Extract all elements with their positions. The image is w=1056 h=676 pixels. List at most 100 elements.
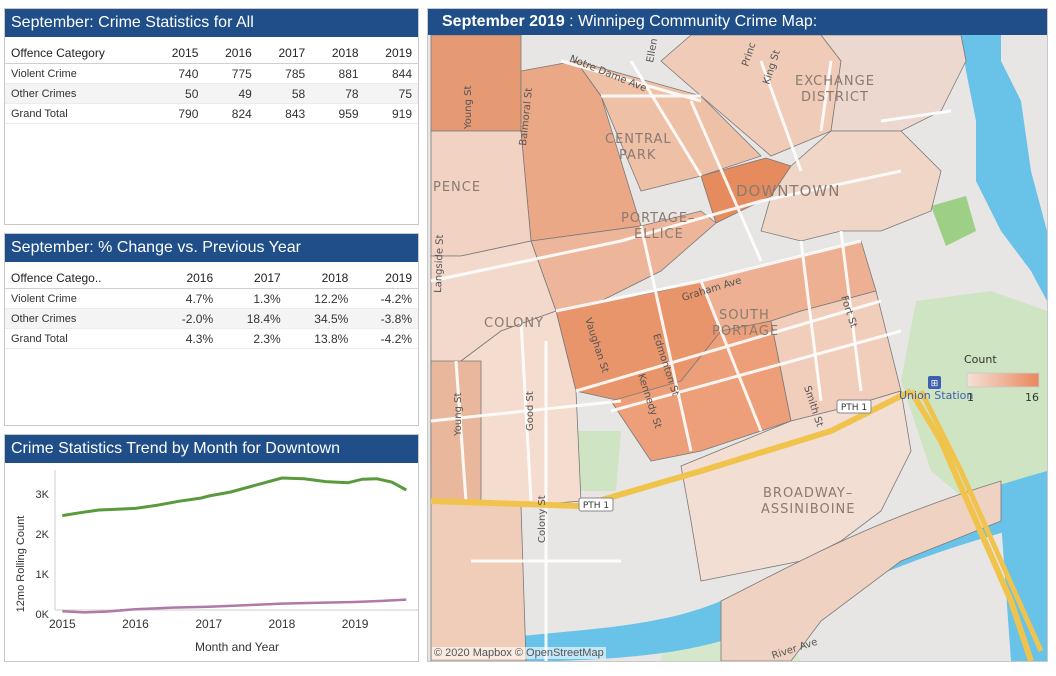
crime-map-title: September 2019 : Winnipeg Community Crim… <box>428 9 1047 35</box>
trend-panel: Crime Statistics Trend by Month for Down… <box>4 434 419 662</box>
neighbourhood-label: ELLICE <box>634 227 684 242</box>
table-cell: 824 <box>204 103 258 124</box>
neighbourhood-label: COLONY <box>484 316 544 331</box>
crime-stats-title: September: Crime Statistics for All <box>5 9 418 37</box>
percent-change-table: Offence Catego.. 2016 2017 2018 2019 Vio… <box>5 268 418 349</box>
table-cell: 785 <box>257 63 312 84</box>
neighbourhood-label: DOWNTOWN <box>736 182 840 200</box>
region-exchange-east <box>820 35 967 132</box>
region-young-st <box>430 35 522 132</box>
column-header: 2017 <box>219 268 287 289</box>
neighbourhood-label: CENTRAL <box>605 132 672 147</box>
park-area <box>931 196 976 246</box>
table-cell: 75 <box>364 83 418 104</box>
column-header: 2018 <box>286 268 355 289</box>
x-tick-label: 2016 <box>122 617 149 631</box>
table-row[interactable]: Violent Crime 740 775 785 881 844 <box>5 63 418 84</box>
region-broadway <box>680 390 912 582</box>
river <box>961 35 1047 301</box>
table-cell: 740 <box>151 63 205 84</box>
street-label: Colony St <box>537 495 548 543</box>
table-cell: 844 <box>364 63 418 84</box>
street-label: Ellen <box>645 38 660 64</box>
street-label: Young St <box>463 86 474 130</box>
column-header: 2017 <box>257 43 312 64</box>
y-axis-title: 12mo Rolling Count <box>15 516 27 613</box>
table-cell: 34.5% <box>286 308 355 329</box>
table-cell: -4.2% <box>354 288 418 309</box>
trend-title: Crime Statistics Trend by Month for Down… <box>5 435 418 463</box>
row-label: Grand Total <box>5 103 152 124</box>
legend-gradient[interactable] <box>966 372 1040 388</box>
crime-stats-panel: September: Crime Statistics for All Offe… <box>4 8 419 225</box>
percent-change-title: September: % Change vs. Previous Year <box>5 234 418 262</box>
row-label: Other Crimes <box>5 308 156 329</box>
train-station-icon: ⊞ <box>928 376 941 389</box>
svg-text:⊞: ⊞ <box>931 379 939 389</box>
table-cell: 49 <box>204 83 258 104</box>
table-cell: 78 <box>311 83 365 104</box>
column-header: 2018 <box>311 43 365 64</box>
table-row[interactable]: Grand Total 790 824 843 959 919 <box>5 103 418 124</box>
highway-shield: PTH 1 <box>836 399 872 414</box>
table-row[interactable]: Grand Total 4.3% 2.3% 13.8% -4.2% <box>5 328 418 349</box>
station-label: Union Station <box>899 389 973 402</box>
neighbourhood-label: EXCHANGE <box>795 74 875 89</box>
highway-ramp <box>918 389 1044 653</box>
street-label: Young St <box>453 393 464 437</box>
street-grid <box>430 59 952 661</box>
park-area <box>901 291 1047 521</box>
table-row[interactable]: Other Crimes 50 49 58 78 75 <box>5 83 418 104</box>
neighbourhood-label: PARK <box>619 148 656 163</box>
region-downtown <box>760 130 942 242</box>
crime-map-panel: September 2019 : Winnipeg Community Crim… <box>427 8 1048 662</box>
neighbourhood-label: DISTRICT <box>801 90 869 105</box>
crime-stats-table: Offence Category 2015 2016 2017 2018 201… <box>5 43 418 124</box>
table-header-row: Offence Catego.. 2016 2017 2018 2019 <box>5 268 418 289</box>
x-tick-label: 2019 <box>342 617 369 631</box>
table-cell: -2.0% <box>155 308 220 329</box>
column-header: 2019 <box>354 268 418 289</box>
table-cell: 775 <box>204 63 258 84</box>
trend-chart[interactable]: 12mo Rolling Count Month and Year 0K 1K 2K… <box>5 464 418 662</box>
table-cell: -4.2% <box>354 328 418 349</box>
table-cell: 13.8% <box>286 328 355 349</box>
table-cell: 843 <box>257 103 312 124</box>
table-cell: 50 <box>151 83 205 104</box>
table-cell: 881 <box>311 63 365 84</box>
highway-pth1 <box>430 388 913 510</box>
park-area <box>578 431 621 491</box>
x-tick-label: 2018 <box>269 617 296 631</box>
neighbourhood-label: SOUTH <box>719 308 770 323</box>
neighbourhood-label: PORTAGE– <box>621 211 696 226</box>
table-cell: -3.8% <box>354 308 418 329</box>
svg-text:PTH 1: PTH 1 <box>583 501 609 511</box>
legend-title: Count <box>964 353 997 366</box>
crime-map[interactable]: EXCHANGE DISTRICT CENTRAL PARK DOWNTOWN … <box>428 35 1047 661</box>
column-header: Offence Catego.. <box>5 268 156 289</box>
highway-shield: PTH 1 <box>578 497 614 512</box>
column-header: 2016 <box>155 268 220 289</box>
y-tick-label: 0K <box>36 609 50 621</box>
table-cell: 4.3% <box>155 328 220 349</box>
column-header: 2019 <box>364 43 418 64</box>
neighbourhood-label: ASSINIBOINE <box>761 502 855 517</box>
neighbourhood-label: BROADWAY– <box>763 486 853 501</box>
series-line-1[interactable] <box>62 598 407 614</box>
region-river-south <box>720 480 1002 661</box>
svg-text:PTH 1: PTH 1 <box>841 403 867 413</box>
table-cell: 58 <box>257 83 312 104</box>
map-attribution[interactable]: © 2020 Mapbox © OpenStreetMap <box>432 647 606 659</box>
river <box>1001 501 1047 661</box>
map-title-bold: September 2019 <box>442 13 565 30</box>
street-label: Langside St <box>433 234 446 293</box>
y-tick-label: 2K <box>36 529 50 541</box>
table-cell: 790 <box>151 103 205 124</box>
table-row[interactable]: Violent Crime 4.7% 1.3% 12.2% -4.2% <box>5 288 418 309</box>
street-label: Good St <box>525 391 536 431</box>
y-tick-label: 1K <box>36 569 50 581</box>
table-row[interactable]: Other Crimes -2.0% 18.4% 34.5% -3.8% <box>5 308 418 329</box>
row-label: Other Crimes <box>5 83 152 104</box>
series-line-0[interactable] <box>62 476 408 518</box>
table-header-row: Offence Category 2015 2016 2017 2018 201… <box>5 43 418 64</box>
